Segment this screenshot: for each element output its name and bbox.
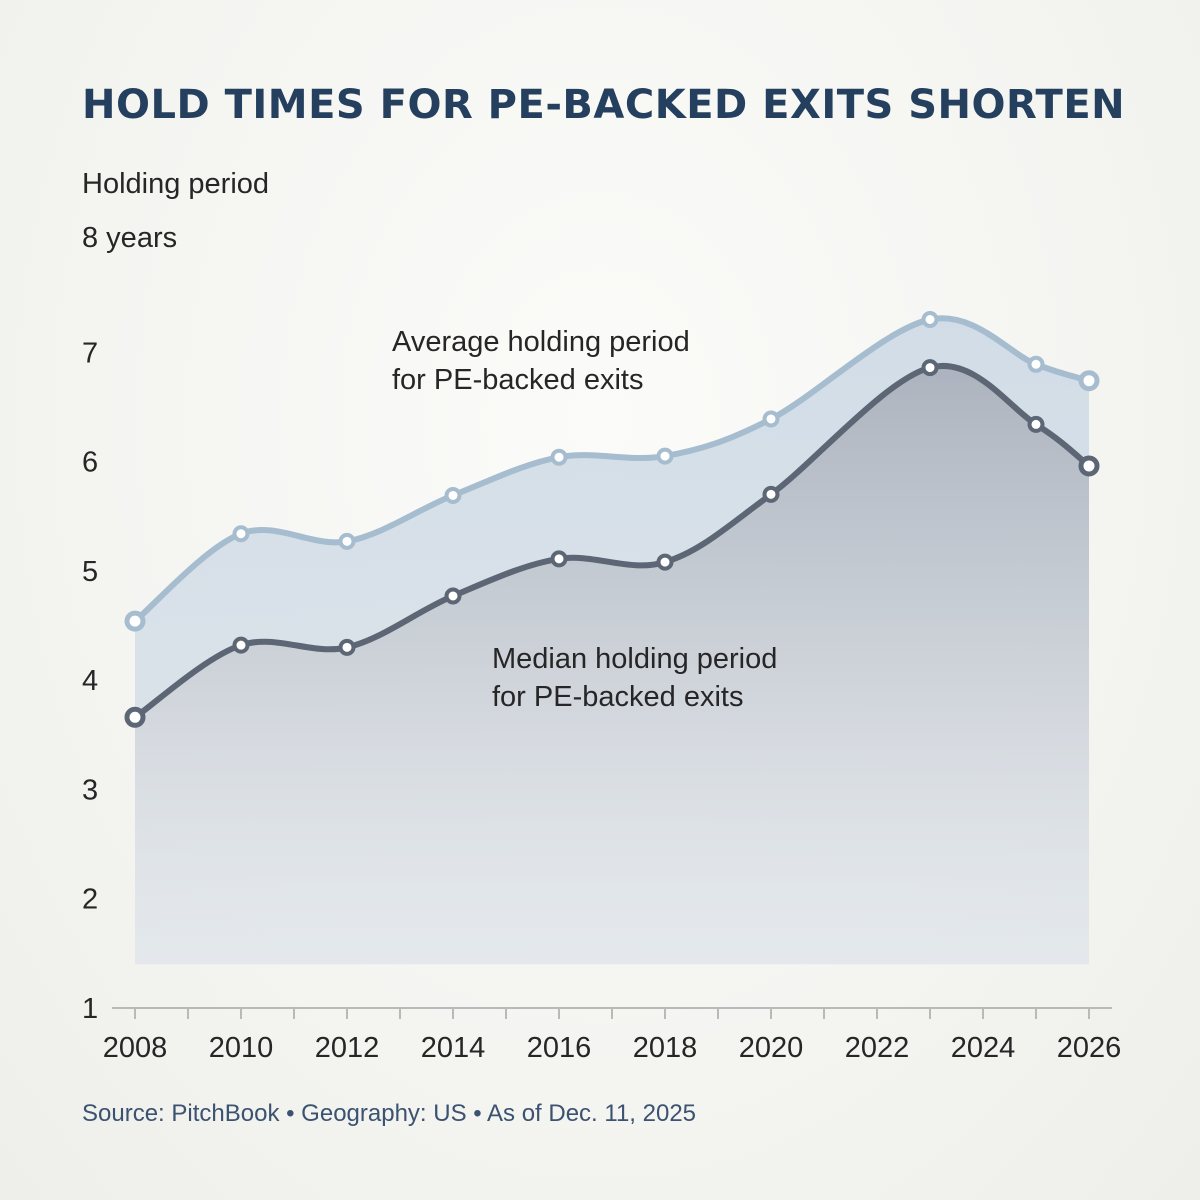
series-lines (132, 315, 1092, 721)
data-point (656, 553, 674, 571)
data-point (656, 447, 674, 465)
x-tick-label: 2018 (633, 1032, 698, 1064)
data-point (124, 706, 146, 728)
y-axis-top-label: 8 years (82, 222, 178, 254)
data-point (1027, 415, 1045, 433)
series-label-0: Average holding period (392, 326, 690, 358)
data-point (1027, 355, 1045, 373)
x-tick-label: 2024 (951, 1032, 1016, 1064)
x-tick-label: 2010 (209, 1032, 274, 1064)
data-point (1078, 455, 1100, 477)
y-axis-ticks: 1 2 3 4 5 6 7 (82, 337, 98, 1025)
y-axis-label: Holding period (82, 168, 270, 200)
data-point (762, 410, 780, 428)
data-point (338, 638, 356, 656)
x-tick-label: 2022 (845, 1032, 910, 1064)
x-tick-label: 2008 (103, 1032, 168, 1064)
data-point (232, 525, 250, 543)
x-tick-label: 2012 (315, 1032, 380, 1064)
series-label-0: for PE-backed exits (392, 364, 643, 396)
data-point (124, 610, 146, 632)
x-tick-label: 2026 (1057, 1032, 1122, 1064)
data-point (550, 550, 568, 568)
series-line-0 (132, 315, 1092, 625)
chart-title: HOLD TIMES FOR PE-BACKED EXITS SHORTEN (82, 82, 1126, 128)
series-points (124, 311, 1100, 728)
data-point (921, 359, 939, 377)
y-tick-label: 5 (82, 556, 98, 588)
x-axis (112, 1007, 1112, 1019)
y-tick-label: 3 (82, 774, 98, 806)
data-point (1078, 370, 1100, 392)
data-point (232, 636, 250, 654)
data-point (921, 311, 939, 328)
data-point (762, 485, 780, 503)
x-axis-ticks: 2008 2010 2012 2014 2016 2018 2020 2022 2024 2026 (103, 1032, 1122, 1064)
data-point (444, 587, 462, 605)
area-fills (135, 318, 1089, 965)
area-fill-series-1 (135, 365, 1089, 965)
data-point (338, 532, 356, 550)
data-point (444, 486, 462, 504)
x-tick-label: 2016 (527, 1032, 592, 1064)
series-labels: Average holding period for PE-backed exit… (392, 326, 777, 713)
y-tick-label: 1 (82, 993, 98, 1025)
data-point (550, 448, 568, 466)
y-tick-label: 6 (82, 447, 98, 479)
x-tick-label: 2020 (739, 1032, 804, 1064)
x-tick-label: 2014 (421, 1032, 486, 1064)
y-tick-label: 7 (82, 337, 98, 369)
y-tick-label: 2 (82, 884, 98, 916)
source-note: Source: PitchBook • Geography: US • As o… (82, 1100, 697, 1127)
series-label-1: Median holding period (492, 643, 777, 675)
series-line-1 (132, 362, 1092, 721)
series-label-1: for PE-backed exits (492, 681, 743, 713)
y-tick-label: 4 (82, 665, 98, 697)
